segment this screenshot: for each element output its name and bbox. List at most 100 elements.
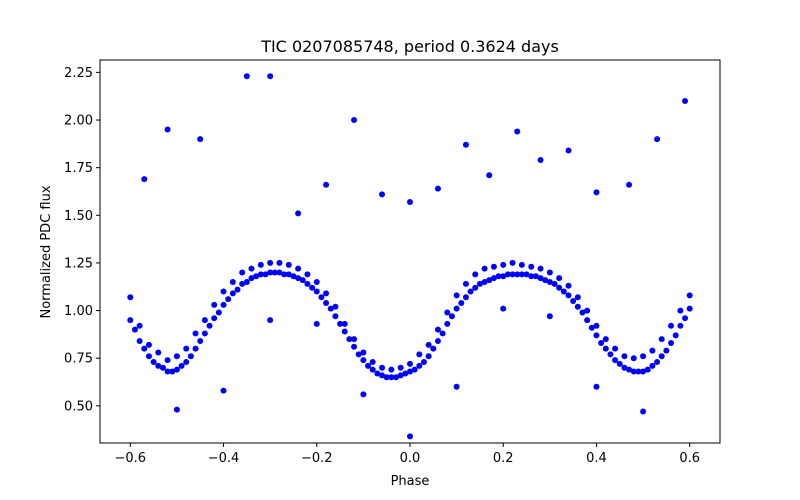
data-point bbox=[528, 263, 535, 270]
data-point bbox=[215, 309, 222, 316]
data-point bbox=[528, 273, 535, 280]
data-point bbox=[486, 172, 493, 179]
data-point bbox=[360, 357, 367, 364]
data-point bbox=[593, 332, 600, 339]
data-point bbox=[654, 359, 661, 366]
data-point bbox=[229, 290, 236, 297]
y-tick-label: 1.25 bbox=[64, 256, 93, 271]
data-point bbox=[267, 73, 274, 80]
data-point bbox=[626, 181, 633, 188]
data-point bbox=[514, 128, 521, 135]
data-point bbox=[448, 313, 455, 320]
data-points bbox=[127, 73, 693, 440]
data-point bbox=[397, 372, 404, 379]
y-tick-label: 1.00 bbox=[64, 304, 93, 319]
data-point bbox=[658, 336, 665, 343]
data-point bbox=[407, 433, 413, 440]
data-point bbox=[565, 292, 572, 299]
data-point bbox=[164, 368, 171, 375]
data-point bbox=[616, 360, 623, 367]
x-tick-label: 0.0 bbox=[400, 451, 421, 466]
data-point bbox=[663, 347, 670, 354]
data-point bbox=[434, 338, 441, 345]
data-point bbox=[145, 341, 152, 348]
data-point bbox=[183, 359, 190, 366]
data-point bbox=[602, 345, 609, 352]
y-tick-label: 1.50 bbox=[64, 209, 93, 224]
data-point bbox=[574, 303, 581, 310]
data-point bbox=[145, 353, 152, 360]
data-point bbox=[570, 298, 577, 305]
data-point bbox=[388, 366, 395, 373]
data-point bbox=[220, 387, 227, 394]
y-axis: 0.50 0.75 1.00 1.25 1.50 1.75 2.00 2.25 bbox=[64, 66, 100, 414]
data-point bbox=[374, 370, 381, 377]
data-point bbox=[649, 347, 656, 354]
data-point bbox=[313, 288, 320, 295]
data-point bbox=[304, 280, 311, 287]
data-point bbox=[407, 368, 413, 375]
data-point bbox=[556, 284, 563, 291]
data-point bbox=[672, 332, 679, 339]
data-point bbox=[537, 265, 544, 272]
y-tick-label: 0.50 bbox=[64, 399, 93, 414]
data-point bbox=[257, 271, 264, 278]
data-point bbox=[271, 269, 278, 276]
data-point bbox=[518, 261, 525, 268]
data-point bbox=[472, 284, 479, 291]
data-point bbox=[323, 290, 330, 297]
data-point bbox=[546, 269, 553, 276]
data-point bbox=[621, 353, 628, 360]
data-point bbox=[490, 263, 497, 270]
data-point bbox=[500, 261, 507, 268]
data-point bbox=[654, 136, 661, 143]
data-point bbox=[192, 330, 199, 337]
data-point bbox=[225, 296, 232, 303]
data-point bbox=[351, 336, 358, 343]
data-point bbox=[332, 303, 339, 310]
data-point bbox=[267, 269, 274, 276]
data-point bbox=[444, 309, 451, 316]
data-point bbox=[295, 210, 302, 217]
data-point bbox=[472, 271, 479, 278]
data-point bbox=[518, 271, 525, 278]
data-point bbox=[425, 353, 432, 360]
data-point bbox=[323, 181, 330, 188]
data-point bbox=[668, 339, 675, 346]
data-point bbox=[584, 317, 591, 324]
data-point bbox=[682, 315, 689, 322]
data-point bbox=[626, 366, 633, 373]
data-point bbox=[556, 275, 563, 282]
data-point bbox=[239, 280, 246, 287]
data-point bbox=[425, 341, 432, 348]
data-point bbox=[462, 280, 469, 287]
data-point bbox=[155, 362, 162, 369]
data-point bbox=[430, 345, 437, 352]
data-point bbox=[546, 313, 553, 320]
y-tick-label: 2.25 bbox=[64, 66, 93, 81]
data-point bbox=[341, 320, 348, 327]
data-point bbox=[309, 284, 316, 291]
data-point bbox=[234, 286, 241, 293]
data-point bbox=[131, 326, 138, 333]
data-point bbox=[369, 366, 376, 373]
data-point bbox=[304, 271, 311, 278]
data-point bbox=[565, 282, 572, 289]
data-point bbox=[206, 322, 213, 329]
data-point bbox=[434, 326, 441, 333]
y-tick-label: 1.75 bbox=[64, 161, 93, 176]
data-point bbox=[434, 185, 441, 192]
x-tick-label: 0.2 bbox=[493, 451, 514, 466]
data-point bbox=[532, 273, 539, 280]
data-point bbox=[682, 97, 689, 104]
data-point bbox=[173, 353, 180, 360]
data-point bbox=[458, 299, 465, 306]
data-point bbox=[453, 383, 460, 390]
data-point bbox=[407, 360, 413, 367]
data-point bbox=[332, 313, 339, 320]
data-point bbox=[495, 273, 502, 280]
data-point bbox=[640, 353, 647, 360]
data-point bbox=[677, 322, 684, 329]
x-tick-label: 0.6 bbox=[679, 451, 700, 466]
data-point bbox=[509, 271, 516, 278]
